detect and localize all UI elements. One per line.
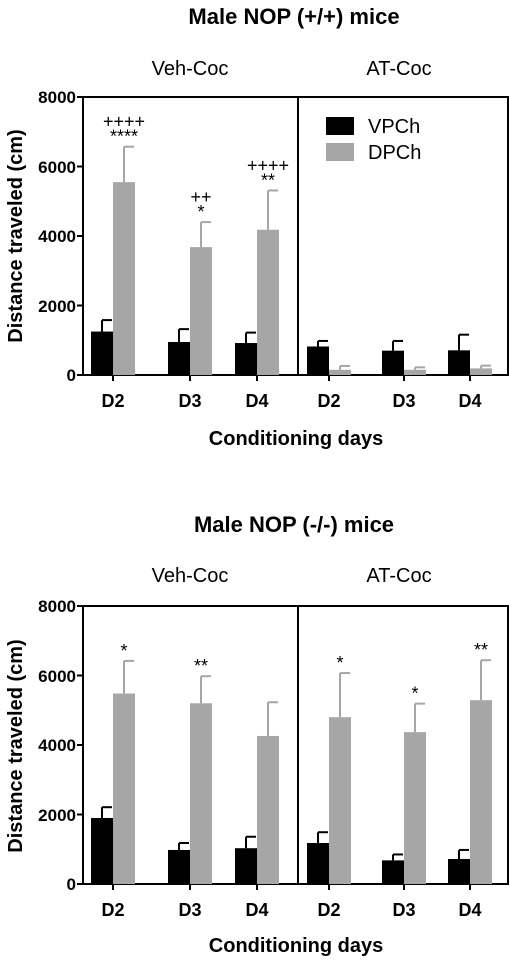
chart-bottom-x-axis-title: Conditioning days bbox=[209, 935, 383, 957]
significance-label: ** bbox=[261, 170, 275, 190]
y-tick-label: 4000 bbox=[38, 736, 76, 755]
y-tick-label: 2000 bbox=[38, 297, 76, 316]
bar-dpch bbox=[329, 717, 351, 884]
bar-dpch bbox=[257, 735, 279, 884]
bar-vpch bbox=[168, 849, 190, 884]
bar-dpch bbox=[113, 693, 135, 884]
x-tick-label: D4 bbox=[245, 391, 268, 411]
bar-vpch bbox=[307, 842, 329, 884]
bar-vpch bbox=[235, 848, 257, 884]
significance-label: * bbox=[411, 684, 418, 704]
bar-dpch bbox=[329, 369, 351, 375]
x-tick-label: D4 bbox=[458, 900, 481, 920]
chart-top-y-ticks: 0 2000 4000 6000 8000 bbox=[38, 88, 76, 385]
legend-label-vpch: VPCh bbox=[368, 116, 420, 138]
bar-dpch bbox=[113, 182, 135, 375]
x-tick-label: D3 bbox=[178, 900, 201, 920]
chart-top-x-ticks: D2 D3 D4 D2 D3 D4 bbox=[101, 391, 481, 411]
y-tick-label: 0 bbox=[67, 875, 76, 894]
significance-label: ++ bbox=[190, 187, 211, 207]
legend-label-dpch: DPCh bbox=[368, 142, 421, 164]
chart-bottom-y-axis-title: Distance traveled (cm) bbox=[5, 639, 27, 852]
y-tick-label: 8000 bbox=[38, 88, 76, 107]
chart-bottom-panel-right-label: AT-Coc bbox=[366, 565, 431, 587]
chart-top-legend: VPCh DPCh bbox=[326, 116, 421, 164]
significance-label: ++++ bbox=[103, 112, 145, 132]
significance-label: * bbox=[336, 653, 343, 673]
chart-bottom-plot: *** **** bbox=[77, 605, 509, 890]
bar-vpch bbox=[91, 331, 113, 375]
bar-dpch bbox=[404, 369, 426, 375]
chart-top-plot: ++++****++*++++** bbox=[77, 96, 509, 381]
chart-top: Male NOP (+/+) mice Veh-Coc AT-Coc Dista… bbox=[5, 4, 509, 450]
y-tick-label: 6000 bbox=[38, 158, 76, 177]
x-tick-label: D3 bbox=[178, 391, 201, 411]
bar-vpch bbox=[382, 350, 404, 375]
y-tick-label: 0 bbox=[67, 366, 76, 385]
chart-top-title: Male NOP (+/+) mice bbox=[188, 4, 399, 29]
bar-vpch bbox=[307, 346, 329, 375]
significance-label: ** bbox=[474, 640, 488, 660]
significance-label: ++++ bbox=[247, 155, 289, 175]
plot-frame bbox=[82, 96, 509, 376]
x-tick-label: D2 bbox=[101, 391, 124, 411]
x-tick-label: D4 bbox=[245, 900, 268, 920]
x-tick-label: D2 bbox=[101, 900, 124, 920]
legend-swatch-vpch bbox=[326, 117, 354, 135]
y-tick-label: 6000 bbox=[38, 667, 76, 686]
x-tick-label: D2 bbox=[317, 900, 340, 920]
bar-dpch bbox=[190, 703, 212, 884]
bar-vpch bbox=[382, 860, 404, 884]
x-tick-label: D3 bbox=[392, 900, 415, 920]
chart-top-panel-left-label: Veh-Coc bbox=[152, 58, 229, 80]
x-tick-label: D2 bbox=[317, 391, 340, 411]
chart-bottom-title: Male NOP (-/-) mice bbox=[194, 512, 394, 537]
significance-label: **** bbox=[110, 127, 138, 147]
plot-frame bbox=[82, 605, 509, 885]
legend-swatch-dpch bbox=[326, 143, 354, 161]
chart-bottom-x-ticks: D2 D3 D4 D2 D3 D4 bbox=[101, 900, 481, 920]
chart-bottom: Male NOP (-/-) mice Veh-Coc AT-Coc Dista… bbox=[5, 512, 509, 957]
chart-top-panel-right-label: AT-Coc bbox=[366, 58, 431, 80]
bar-dpch bbox=[470, 700, 492, 884]
significance-label: ** bbox=[194, 656, 208, 676]
significance-label: * bbox=[197, 202, 204, 222]
bar-vpch bbox=[448, 350, 470, 375]
bar-dpch bbox=[470, 368, 492, 375]
significance-label: * bbox=[120, 641, 127, 661]
bar-vpch bbox=[91, 817, 113, 884]
bar-dpch bbox=[190, 247, 212, 375]
chart-top-y-axis-title: Distance traveled (cm) bbox=[5, 129, 27, 342]
bar-vpch bbox=[235, 343, 257, 375]
bar-dpch bbox=[257, 229, 279, 375]
x-tick-label: D3 bbox=[392, 391, 415, 411]
bar-vpch bbox=[168, 341, 190, 375]
chart-bottom-y-ticks: 0 2000 4000 6000 8000 bbox=[38, 597, 76, 894]
y-tick-label: 8000 bbox=[38, 597, 76, 616]
chart-bottom-panel-left-label: Veh-Coc bbox=[152, 565, 229, 587]
chart-top-x-axis-title: Conditioning days bbox=[209, 428, 383, 450]
bar-dpch bbox=[404, 732, 426, 884]
bar-vpch bbox=[448, 858, 470, 884]
y-tick-label: 2000 bbox=[38, 806, 76, 825]
y-tick-label: 4000 bbox=[38, 227, 76, 246]
x-tick-label: D4 bbox=[458, 391, 481, 411]
